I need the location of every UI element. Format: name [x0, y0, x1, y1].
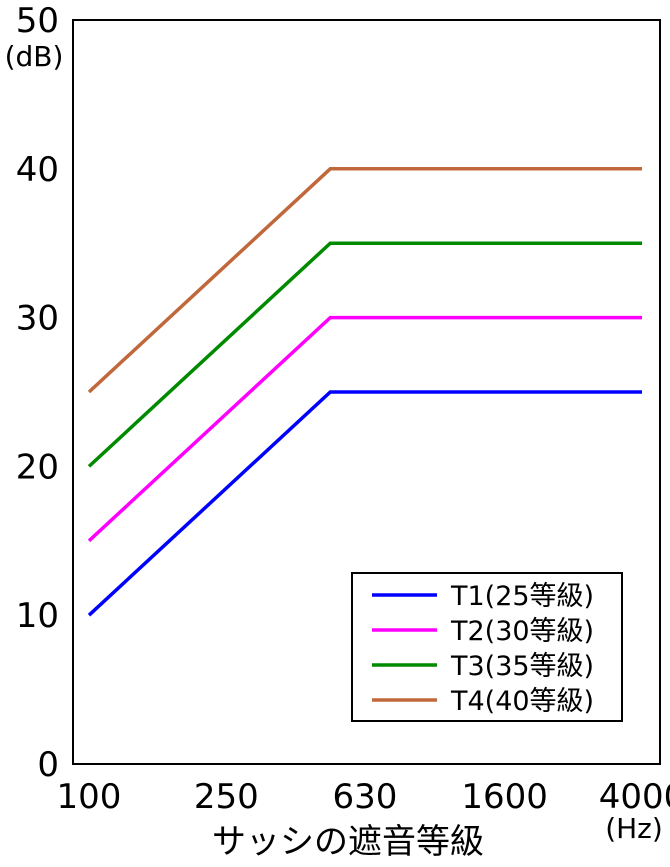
y-axis-ticks: 0 10 20 30 40 50	[16, 1, 59, 785]
series-lines	[87, 167, 642, 617]
series-line-t3	[87, 241, 642, 468]
x-tick-label: 630	[332, 777, 397, 817]
legend: T1(25等級) T2(30等級) T3(35等級) T4(40等級)	[351, 572, 623, 722]
x-tick-label: 1600	[461, 777, 548, 817]
y-axis-unit: (dB)	[5, 40, 64, 73]
y-tick-label: 50	[16, 1, 59, 41]
legend-box	[351, 572, 623, 722]
x-tick-label: 250	[194, 777, 259, 817]
x-axis-label: サッシの遮音等級	[212, 822, 484, 862]
legend-label-t3: T3(35等級)	[450, 651, 594, 682]
x-axis-ticks: 100 250 630 1600 4000	[57, 777, 670, 817]
legend-label-t2: T2(30等級)	[450, 616, 594, 647]
y-tick-label: 10	[16, 596, 59, 636]
series-line-t1	[87, 390, 642, 617]
series-line-t2	[87, 315, 642, 543]
series-line-t4	[87, 167, 642, 394]
x-tick-label: 4000	[599, 777, 670, 817]
y-tick-label: 0	[37, 745, 59, 785]
legend-label-t1: T1(25等級)	[450, 581, 594, 612]
legend-label-t4: T4(40等級)	[450, 686, 594, 717]
x-tick-label: 100	[57, 777, 122, 817]
x-axis-unit: (Hz)	[605, 812, 663, 845]
y-tick-label: 30	[16, 299, 59, 339]
y-tick-label: 40	[16, 150, 59, 190]
y-tick-label: 20	[16, 447, 59, 487]
